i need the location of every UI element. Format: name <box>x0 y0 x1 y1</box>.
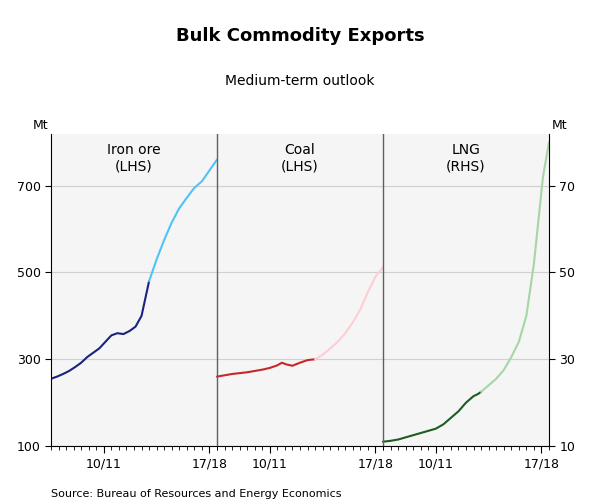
Text: Mt: Mt <box>551 119 567 132</box>
Text: Bulk Commodity Exports: Bulk Commodity Exports <box>176 27 424 45</box>
Text: Mt: Mt <box>33 119 49 132</box>
Text: Medium-term outlook: Medium-term outlook <box>225 74 375 88</box>
Text: Source: Bureau of Resources and Energy Economics: Source: Bureau of Resources and Energy E… <box>51 489 341 499</box>
Text: Coal
(LHS): Coal (LHS) <box>281 143 319 173</box>
Text: LNG
(RHS): LNG (RHS) <box>446 143 486 173</box>
Text: Iron ore
(LHS): Iron ore (LHS) <box>107 143 161 173</box>
